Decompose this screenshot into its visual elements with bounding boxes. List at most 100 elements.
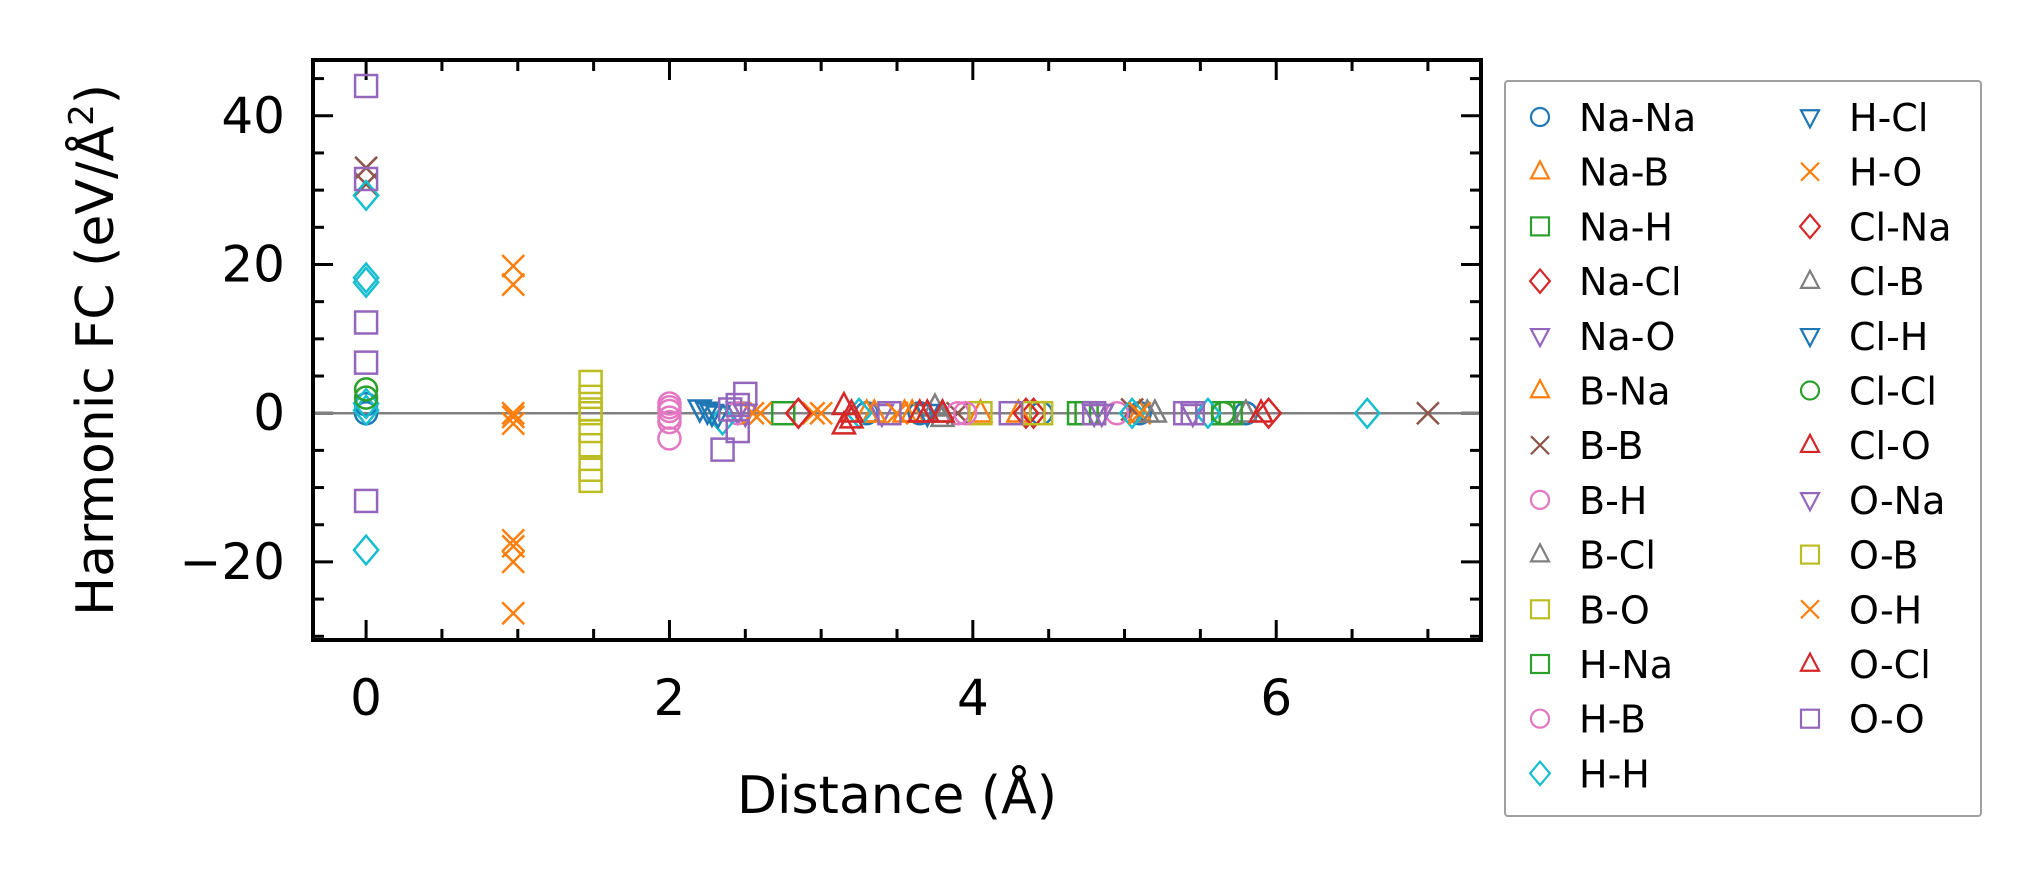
legend-label: B-Cl xyxy=(1579,534,1656,578)
legend-item-h-na: H-Na xyxy=(1529,643,1673,687)
legend-item-h-cl: H-Cl xyxy=(1799,96,1928,140)
point-o-cl xyxy=(838,397,865,423)
point-o-o xyxy=(1180,400,1206,426)
point-o-o xyxy=(877,400,902,426)
legend-marker-b-na xyxy=(1529,377,1551,399)
y-axis-label-end: ) xyxy=(66,84,126,104)
point-o-o xyxy=(1081,400,1107,426)
legend-marker-o-na xyxy=(1799,492,1821,513)
point-cl-h xyxy=(914,403,941,429)
legend-item-o-b: O-B xyxy=(1799,534,1918,578)
legend-marker-b-h xyxy=(1529,489,1551,510)
legend-item-cl-b: Cl-B xyxy=(1799,260,1925,304)
series-cl-cl xyxy=(353,377,1236,426)
legend-item-cl-na: Cl-Na xyxy=(1798,205,1952,249)
series-h-b xyxy=(657,395,978,426)
legend-label: H-H xyxy=(1579,752,1650,796)
legend-item-na-cl: Na-Cl xyxy=(1528,260,1682,304)
legend-label: B-O xyxy=(1579,588,1650,632)
legend-label: Na-Cl xyxy=(1579,260,1682,304)
point-h-h xyxy=(1118,396,1146,430)
point-b-b xyxy=(1416,401,1440,426)
legend-marker-h-h xyxy=(1528,759,1552,787)
legend-item-b-na: B-Na xyxy=(1529,370,1671,414)
y-tick-label: 40 xyxy=(221,87,285,145)
point-o-cl xyxy=(914,397,941,423)
legend-item-na-o: Na-O xyxy=(1529,315,1675,359)
legend-label: Na-Na xyxy=(1579,96,1696,140)
point-h-o xyxy=(501,550,526,574)
x-tick-label: 2 xyxy=(654,669,686,727)
y-axis-label-sup: 2 xyxy=(62,104,102,126)
legend-label: H-B xyxy=(1579,698,1646,742)
point-h-o xyxy=(501,254,526,278)
point-h-o xyxy=(501,601,526,626)
legend-marker-na-na xyxy=(1529,106,1551,128)
legend-item-b-o: B-O xyxy=(1529,588,1650,632)
point-o-o xyxy=(710,437,735,462)
point-cl-na xyxy=(784,396,813,430)
legend-label: H-Na xyxy=(1579,643,1673,687)
legend-label: Cl-B xyxy=(1849,260,1925,304)
legend-marker-h-cl xyxy=(1799,109,1821,130)
legend-label: O-Na xyxy=(1849,479,1945,523)
point-na-h xyxy=(770,400,796,426)
legend-item-b-cl: B-Cl xyxy=(1529,534,1656,578)
x-axis-label: Distance (Å) xyxy=(737,764,1057,826)
tick-labels: 0 2 4 6 −20 0 20 40 xyxy=(179,87,1292,727)
legend-marker-na-b xyxy=(1529,158,1551,180)
point-o-o xyxy=(998,400,1024,426)
point-cl-o xyxy=(929,397,956,423)
legend-marker-o-cl xyxy=(1799,651,1821,672)
point-b-o xyxy=(578,432,603,458)
legend-marker-h-b xyxy=(1529,708,1551,729)
y-axis-label-main: Harmonic FC (eV/Å xyxy=(64,125,126,616)
point-h-h xyxy=(1194,396,1222,430)
y-tick-label: −20 xyxy=(179,533,285,591)
legend-item-cl-cl: Cl-Cl xyxy=(1799,370,1937,414)
point-na-o xyxy=(868,403,895,429)
point-o-o xyxy=(353,350,379,375)
legend-label: Cl-O xyxy=(1849,424,1931,468)
point-b-o xyxy=(578,384,603,410)
point-na-cl xyxy=(1012,396,1040,430)
legend-label: O-H xyxy=(1849,588,1922,632)
point-cl-o xyxy=(1247,397,1275,423)
point-o-o xyxy=(733,381,758,407)
point-h-h xyxy=(352,266,380,299)
point-o-o xyxy=(353,488,379,514)
legend-item-o-cl: O-Cl xyxy=(1799,643,1931,687)
legend-item-o-na: O-Na xyxy=(1799,479,1945,523)
data-points xyxy=(352,73,1440,626)
legend-marker-h-o xyxy=(1800,161,1820,182)
series-o-o xyxy=(353,73,1206,514)
legend-item-na-b: Na-B xyxy=(1529,151,1669,195)
point-h-h xyxy=(352,533,380,567)
point-b-cl xyxy=(929,402,956,428)
point-b-o xyxy=(968,400,993,426)
legend-item-cl-o: Cl-O xyxy=(1799,424,1931,468)
point-o-h xyxy=(501,405,526,429)
legend-item-b-b: B-B xyxy=(1530,424,1644,468)
legend-marker-b-b xyxy=(1530,435,1550,455)
legend-item-na-na: Na-Na xyxy=(1529,96,1696,140)
point-h-h xyxy=(352,387,380,420)
y-axis-label: Harmonic FC (eV/Å2) xyxy=(62,84,126,616)
point-cl-o xyxy=(830,409,857,435)
legend-label: O-Cl xyxy=(1849,643,1931,687)
legend-marker-b-o xyxy=(1529,599,1551,620)
plot-frame xyxy=(311,58,1483,642)
legend-marker-cl-cl xyxy=(1799,380,1821,401)
point-o-o xyxy=(353,310,379,335)
point-o-h xyxy=(809,401,834,426)
legend-label: O-B xyxy=(1849,534,1918,578)
point-cl-cl xyxy=(353,385,379,410)
legend-marker-na-h xyxy=(1529,216,1551,237)
legend-label: Na-H xyxy=(1579,205,1673,249)
legend-marker-cl-b xyxy=(1799,268,1821,289)
point-b-o xyxy=(578,369,603,395)
legend-label: H-Cl xyxy=(1849,96,1928,140)
y-tick-label: 0 xyxy=(253,384,285,442)
legend-marker-na-cl xyxy=(1528,267,1552,295)
